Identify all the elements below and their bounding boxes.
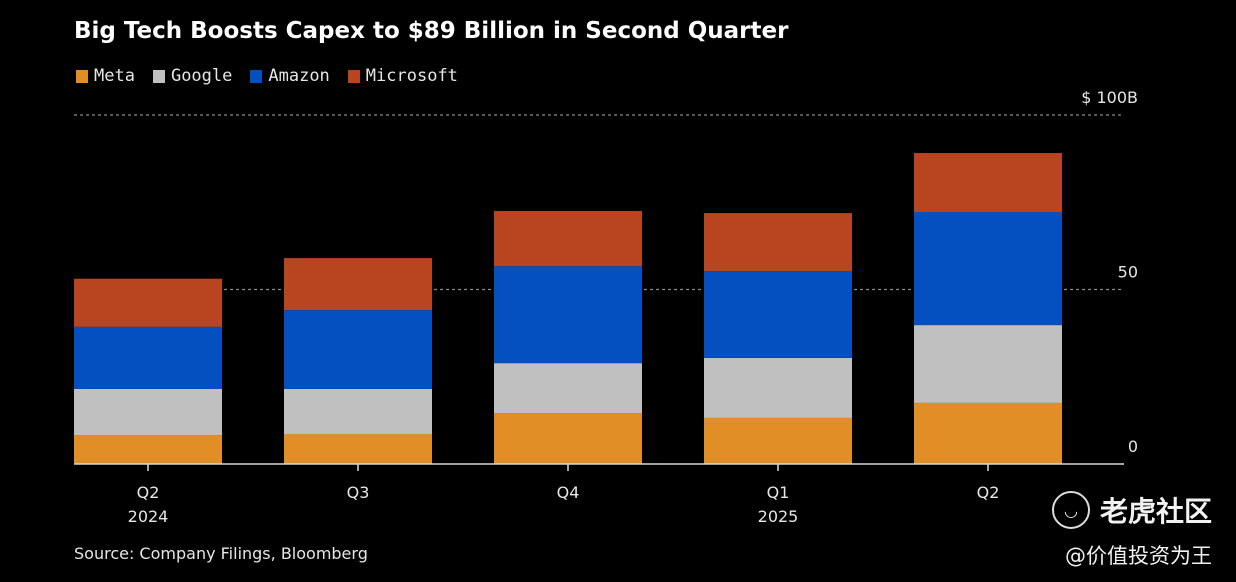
legend-label-microsoft: Microsoft xyxy=(365,66,458,86)
legend-swatch-amazon xyxy=(250,69,263,83)
bar-segment-microsoft xyxy=(74,278,222,327)
legend-label-amazon: Amazon xyxy=(268,66,330,86)
bar-segment-microsoft xyxy=(284,258,432,311)
bar-segment-amazon xyxy=(494,266,642,364)
bar-segment-meta xyxy=(914,402,1062,464)
bar-segment-microsoft xyxy=(704,213,852,272)
legend-label-google: Google xyxy=(170,66,233,86)
x-tick-label: Q2 xyxy=(977,483,1000,502)
legend-item-google: Google xyxy=(152,66,233,86)
chart-title: Big Tech Boosts Capex to $89 Billion in … xyxy=(74,18,789,44)
x-tick-label: Q3 xyxy=(347,483,370,502)
axes: 0 50 $ 100B Q2 2024 Q3 Q4 Q1 2025 Q2 xyxy=(74,88,1138,526)
y-tick-label: $ 100B xyxy=(1081,88,1138,107)
x-tick-label: Q4 xyxy=(557,483,580,502)
bar-segment-meta xyxy=(284,433,432,464)
x-tick-label: Q2 xyxy=(137,483,160,502)
bar-segment-amazon xyxy=(914,212,1062,326)
legend-item-meta: Meta xyxy=(76,66,135,86)
bar-segment-google xyxy=(74,388,222,436)
watermark-name: 老虎社区 xyxy=(1099,495,1212,528)
legend-swatch-microsoft xyxy=(347,69,360,83)
legend-swatch-google xyxy=(152,69,165,83)
bar-segment-microsoft xyxy=(494,210,642,267)
source-note: Source: Company Filings, Bloomberg xyxy=(74,544,368,563)
bar-segment-google xyxy=(494,363,642,414)
bar-segment-meta xyxy=(704,417,852,464)
bar-segment-meta xyxy=(74,435,222,464)
bar-segment-google xyxy=(704,357,852,418)
bar-segment-meta xyxy=(494,413,642,464)
tiger-logo-icon: ◡ xyxy=(1051,491,1090,529)
y-tick-label: 0 xyxy=(1128,437,1138,456)
legend-item-microsoft: Microsoft xyxy=(347,66,458,86)
watermark-handle: @价值投资为王 xyxy=(1065,544,1212,568)
bar-segment-amazon xyxy=(74,326,222,389)
legend-label-meta: Meta xyxy=(94,66,135,86)
watermark: ◡ 老虎社区 xyxy=(1051,490,1212,530)
x-tick-label: Q1 xyxy=(767,483,790,502)
bar-segment-amazon xyxy=(284,310,432,389)
bars xyxy=(74,153,1062,464)
bar-segment-google xyxy=(914,325,1062,403)
legend-item-amazon: Amazon xyxy=(250,66,330,86)
legend: Meta Google Amazon Microsoft xyxy=(76,66,458,86)
bar-segment-microsoft xyxy=(914,153,1062,213)
y-tick-label: 50 xyxy=(1118,263,1138,282)
legend-swatch-meta xyxy=(76,69,88,83)
x-tick-sublabel: 2024 xyxy=(128,507,169,526)
x-tick-sublabel: 2025 xyxy=(758,507,799,526)
bar-segment-google xyxy=(284,388,432,434)
bar-segment-amazon xyxy=(704,271,852,358)
